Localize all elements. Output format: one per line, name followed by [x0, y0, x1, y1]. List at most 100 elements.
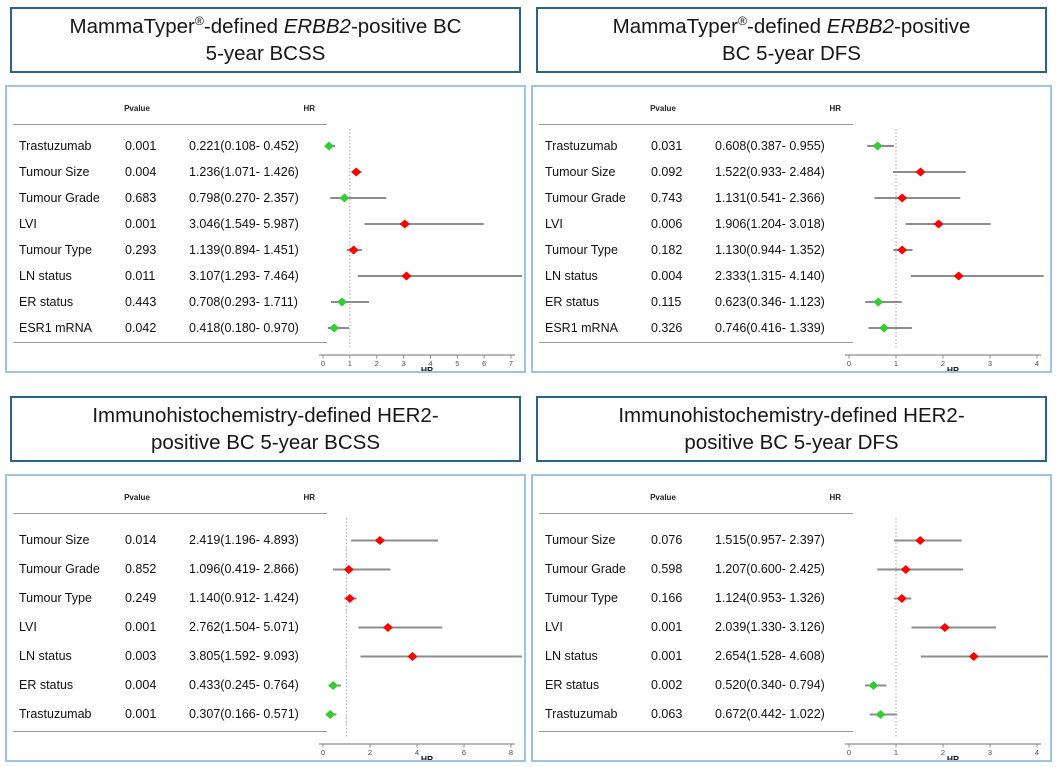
- pvalue-cell: 0.852: [125, 562, 157, 576]
- variable-label: LVI: [19, 217, 37, 231]
- title-fragment: Immunohistochemistry-defined HER2-: [618, 403, 965, 427]
- table-row: Tumour Size 0.076 1.515(0.957- 2.397): [539, 526, 853, 555]
- axis-title: HR: [947, 365, 959, 373]
- pvalue-cell: 0.042: [125, 321, 157, 335]
- title-fragment: ERBB2: [283, 14, 351, 38]
- hr-marker: [868, 681, 879, 690]
- table-row: ER status 0.002 0.520(0.340- 0.794): [539, 671, 853, 700]
- variable-label: LN status: [19, 269, 72, 283]
- table-row: Trastuzumab 0.001 0.307(0.166- 0.571): [13, 700, 327, 729]
- title-fragment: Immunohistochemistry-defined HER2-: [92, 403, 439, 427]
- forest-table: Pvalue HR Trastuzumab 0.001 0.221(0.108- 0.4…: [13, 87, 327, 371]
- title-fragment: MammaTyper: [612, 14, 738, 38]
- title-fragment: positive BC 5-year BCSS: [150, 431, 380, 454]
- pvalue-cell: 0.063: [651, 707, 683, 721]
- panel-title: MammaTyper®-defined ERBB2-positive BC 5-y…: [70, 13, 462, 67]
- pvalue-cell: 0.002: [651, 678, 683, 692]
- title-fragment: ®: [194, 14, 204, 29]
- table-row: Tumour Type 0.249 1.140(0.912- 1.424): [13, 584, 327, 613]
- table-row: LVI 0.001 2.762(1.504- 5.071): [13, 613, 327, 642]
- hr-ci-cell: 1.131(0.541- 2.366): [715, 191, 825, 205]
- hr-marker: [896, 594, 907, 603]
- table-row: LVI 0.001 3.046(1.549- 5.987): [13, 211, 327, 237]
- panel-title: Immunohistochemistry-defined HER2- positi…: [92, 402, 438, 456]
- panel-title: Immunohistochemistry-defined HER2- positi…: [618, 402, 964, 456]
- table-row: LVI 0.001 2.039(1.330- 3.126): [539, 613, 853, 642]
- pvalue-cell: 0.076: [651, 533, 683, 547]
- hr-ci-cell: 0.708(0.293- 1.711): [189, 295, 298, 309]
- forest-plot-panel: Pvalue HR Trastuzumab 0.001 0.221(0.108- 0.4…: [5, 85, 526, 373]
- table-rule-bottom: [539, 731, 853, 732]
- table-row: ER status 0.004 0.433(0.245- 0.764): [13, 671, 327, 700]
- pvalue-cell: 0.004: [125, 165, 157, 179]
- table-row: ER status 0.443 0.708(0.293- 1.711): [13, 289, 327, 315]
- hr-marker: [879, 323, 890, 333]
- panel-title: MammaTyper®-defined ERBB2-positive BC 5-y…: [613, 13, 971, 67]
- pvalue-cell: 0.166: [651, 591, 683, 605]
- variable-label: ER status: [545, 678, 600, 692]
- forest-plot: 0 1 2 3 4 HR: [845, 129, 1044, 373]
- forest-table: Pvalue HR Trastuzumab 0.031 0.608(0.387- 0.9…: [539, 87, 853, 371]
- hr-ci-cell: 1.236(1.071- 1.426): [189, 165, 299, 179]
- variable-label: Tumour Size: [545, 165, 616, 179]
- axis-tick-label: 2: [375, 359, 379, 368]
- variable-label: Tumour Size: [19, 533, 90, 547]
- table-rule-top: [13, 124, 327, 125]
- forest-plot: 0 1 2 3 4 HR: [845, 518, 1048, 760]
- hr-marker: [328, 681, 339, 690]
- axis-title: HR: [421, 365, 433, 373]
- pvalue-cell: 0.249: [125, 591, 157, 605]
- pvalue-cell: 0.011: [125, 269, 156, 283]
- panel-mammatyper-dfs: MammaTyper®-defined ERBB2-positive BC 5-y…: [531, 5, 1052, 373]
- panel-ihc-dfs: Immunohistochemistry-defined HER2- positi…: [531, 394, 1052, 762]
- axis-tick-label: 0: [321, 748, 325, 757]
- hr-column-header: HR: [303, 104, 315, 113]
- variable-label: Tumour Type: [545, 591, 618, 605]
- variable-label: Tumour Type: [19, 591, 92, 605]
- table-rule-bottom: [539, 342, 853, 343]
- pvalue-column-header: Pvalue: [650, 104, 676, 113]
- title-fragment: -positive BC: [350, 14, 462, 38]
- hr-marker: [915, 536, 926, 545]
- hr-marker: [407, 652, 418, 661]
- table-row: Tumour Grade 0.852 1.096(0.419- 2.866): [13, 555, 327, 584]
- axis-tick-label: 3: [401, 359, 405, 368]
- title-fragment: -defined: [203, 14, 284, 38]
- forest-plot-panel: Pvalue HR Trastuzumab 0.031 0.608(0.387- 0.9…: [531, 85, 1052, 373]
- hr-marker: [399, 219, 410, 229]
- table-row: Tumour Type 0.293 1.139(0.894- 1.451): [13, 237, 327, 263]
- variable-label: Trastuzumab: [545, 139, 618, 153]
- hr-ci-cell: 0.672(0.442- 1.022): [715, 707, 825, 721]
- table-row: Tumour Type 0.182 1.130(0.944- 1.352): [539, 237, 853, 263]
- pvalue-column-header: Pvalue: [124, 104, 150, 113]
- pvalue-cell: 0.031: [651, 139, 683, 153]
- pvalue-cell: 0.001: [125, 139, 157, 153]
- table-row: Trastuzumab 0.001 0.221(0.108- 0.452): [13, 133, 327, 159]
- table-row: ESR1 mRNA 0.042 0.418(0.180- 0.970): [13, 315, 327, 341]
- hr-ci-cell: 1.139(0.894- 1.451): [189, 243, 299, 257]
- table-row: LN status 0.003 3.805(1.592- 9.093): [13, 642, 327, 671]
- pvalue-cell: 0.001: [125, 217, 157, 231]
- axis-tick-label: 1: [348, 359, 352, 368]
- pvalue-cell: 0.001: [125, 707, 157, 721]
- forest-plot-panel: Pvalue HR Tumour Size 0.014 2.419(1.196- 4.8…: [5, 474, 526, 762]
- table-row: Trastuzumab 0.063 0.672(0.442- 1.022): [539, 700, 853, 729]
- axis-tick-label: 2: [941, 359, 945, 368]
- table-row: ER status 0.115 0.623(0.346- 1.123): [539, 289, 853, 315]
- table-rule-bottom: [13, 342, 327, 343]
- hr-ci-cell: 0.608(0.387- 0.955): [715, 139, 825, 153]
- axis-tick-label: 7: [509, 359, 513, 368]
- hr-marker: [872, 141, 883, 151]
- hr-marker: [897, 193, 908, 203]
- hr-ci-cell: 2.039(1.330- 3.126): [715, 620, 825, 634]
- hr-ci-cell: 1.130(0.944- 1.352): [715, 243, 825, 257]
- hr-marker: [351, 167, 362, 177]
- hr-marker: [339, 193, 350, 203]
- axis-tick-label: 4: [1035, 359, 1039, 368]
- table-row: Tumour Size 0.004 1.236(1.071- 1.426): [13, 159, 327, 185]
- variable-label: LVI: [545, 620, 563, 634]
- hr-marker: [873, 297, 884, 307]
- pvalue-cell: 0.006: [651, 217, 683, 231]
- hr-column-header: HR: [303, 493, 315, 502]
- pvalue-cell: 0.326: [651, 321, 683, 335]
